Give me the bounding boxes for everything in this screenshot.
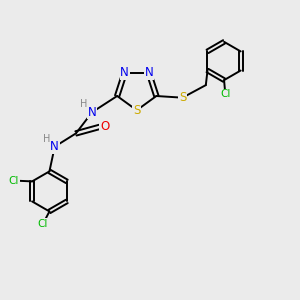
Text: Cl: Cl: [9, 176, 19, 186]
Text: Cl: Cl: [38, 219, 48, 229]
Text: O: O: [100, 120, 110, 134]
Text: Cl: Cl: [220, 89, 231, 99]
Text: N: N: [120, 67, 129, 80]
Text: S: S: [133, 104, 140, 117]
Text: H: H: [80, 99, 88, 109]
Text: H: H: [43, 134, 50, 144]
Text: N: N: [50, 140, 59, 153]
Text: N: N: [88, 106, 97, 119]
Text: S: S: [179, 91, 187, 104]
Text: N: N: [145, 67, 153, 80]
